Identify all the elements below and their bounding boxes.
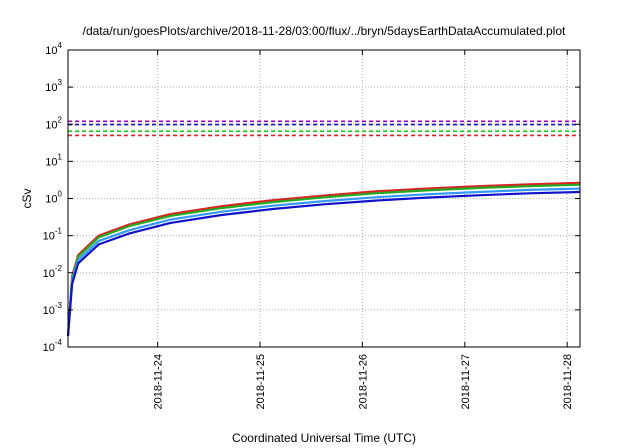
x-tick-label: 2018-11-25 xyxy=(255,354,267,409)
y-tick-label: 10-1 xyxy=(43,227,63,243)
y-axis-label: cSv xyxy=(20,188,34,208)
y-tick-label: 100 xyxy=(45,190,62,206)
x-axis-label: Coordinated Universal Time (UTC) xyxy=(232,431,416,445)
y-tick-label: 101 xyxy=(45,152,62,168)
x-axis: 2018-11-24 2018-11-25 2018-11-26 2018-11-27… xyxy=(153,50,574,409)
series-line xyxy=(66,190,581,336)
x-tick-label: 2018-11-24 xyxy=(153,354,165,409)
grid xyxy=(68,50,580,347)
y-tick-label: 10-2 xyxy=(43,264,63,280)
x-tick-label: 2018-11-26 xyxy=(357,354,369,409)
series-line xyxy=(66,187,581,336)
series-line xyxy=(66,181,581,336)
x-tick-label: 2018-11-27 xyxy=(460,354,472,409)
y-tick-label: 10-3 xyxy=(43,301,63,317)
y-axis: 10-4 10-3 10-2 10-1 100 101 102 103 104 xyxy=(43,41,580,354)
y-tick-label: 103 xyxy=(45,78,62,94)
y-tick-label: 104 xyxy=(45,41,62,57)
series-lines xyxy=(66,181,581,336)
threshold-lines xyxy=(68,120,580,137)
y-tick-label: 102 xyxy=(45,115,62,131)
x-tick-label: 2018-11-28 xyxy=(562,354,574,409)
chart-title: /data/run/goesPlots/archive/2018-11-28/0… xyxy=(83,24,566,38)
y-tick-label: 10-4 xyxy=(43,338,63,354)
series-line xyxy=(66,183,581,336)
